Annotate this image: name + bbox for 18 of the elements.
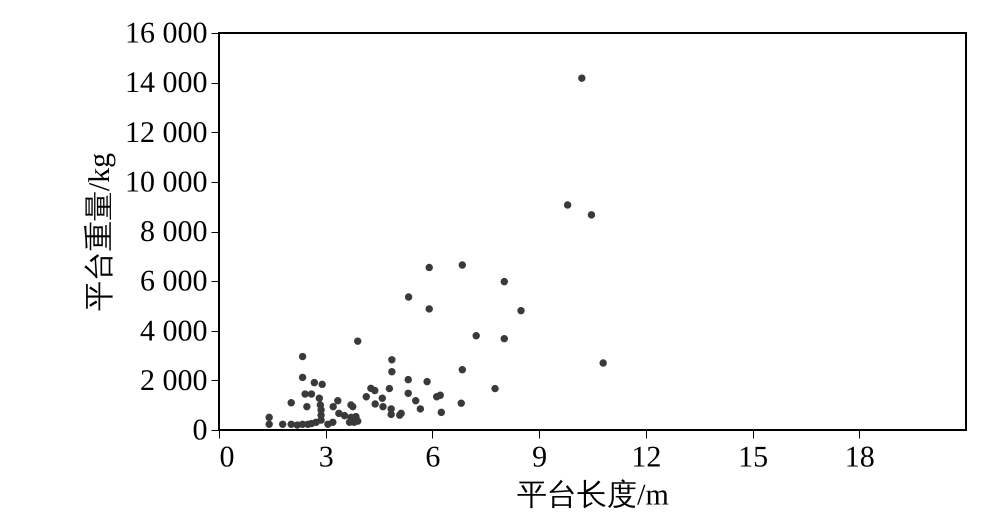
y-tick-label: 16 000 <box>125 16 208 50</box>
y-tick-label: 12 000 <box>125 116 208 149</box>
x-tick-label: 0 <box>220 440 234 474</box>
x-tick-label: 9 <box>532 440 548 474</box>
x-tick-label: 18 <box>844 440 875 474</box>
x-tick-label: 12 <box>631 440 662 474</box>
y-tick-label: 4 000 <box>140 314 208 348</box>
x-tick-label: 6 <box>425 440 440 474</box>
y-tick-label: 8 000 <box>140 215 208 248</box>
x-axis-title: 平台长度/m <box>517 478 669 512</box>
x-tick-label: 3 <box>318 440 334 474</box>
y-tick-label: 6 000 <box>140 264 208 298</box>
x-tick-label: 15 <box>738 440 768 474</box>
y-tick-label: 10 000 <box>125 165 208 198</box>
y-tick-label: 14 000 <box>125 66 208 100</box>
y-axis-title: 平台重量/kg <box>83 152 116 312</box>
y-tick-label: 2 000 <box>140 364 208 397</box>
y-tick-label: 0 <box>192 414 208 446</box>
